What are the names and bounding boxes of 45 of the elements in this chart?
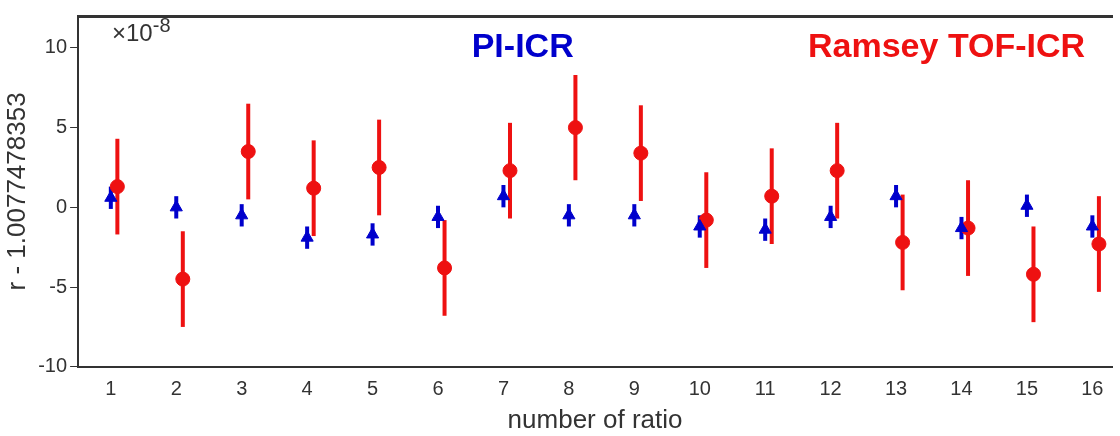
y-tick-label: -10 (38, 354, 68, 377)
text: PI-ICR (471, 26, 574, 65)
y-axis-title: r - 1.0077478353 (0, 92, 31, 291)
y-tick-label: 10 (44, 35, 68, 58)
y-tick-label: 0 (55, 194, 68, 217)
x-tick-label: 9 (628, 377, 640, 400)
point (567, 120, 583, 136)
point (306, 180, 322, 196)
x-tick-label: 12 (819, 377, 842, 400)
point (104, 190, 118, 202)
x-tick-label: 10 (688, 377, 711, 400)
point (758, 222, 772, 234)
annotation: ×10$^{-8}$ (112, 14, 171, 47)
point (764, 188, 780, 204)
x-tick-label: 6 (432, 377, 444, 400)
y-tick-label: 5 (55, 115, 68, 138)
point (1020, 198, 1034, 210)
y-tick-label: -5 (49, 274, 68, 297)
x-tick-label: 13 (884, 377, 908, 400)
point (633, 145, 649, 161)
point (300, 230, 314, 242)
x-tick-label: 3 (236, 377, 248, 400)
x-tick-label: 8 (563, 377, 575, 400)
x-tick-label: 7 (497, 377, 509, 400)
point (371, 159, 387, 175)
x-tick-label: 14 (950, 377, 973, 400)
point (1091, 236, 1107, 252)
point (829, 163, 845, 179)
x-tick-label: 1 (105, 377, 117, 400)
x-tick-label: 2 (170, 377, 182, 400)
point (895, 234, 911, 250)
x-tick-label: 5 (367, 377, 379, 400)
point (175, 271, 191, 287)
x-axis-title: number of ratio (507, 403, 683, 434)
point (693, 218, 707, 231)
point (1025, 266, 1041, 282)
x-tick-label: 11 (754, 377, 776, 400)
point (437, 260, 453, 276)
point (109, 179, 125, 195)
text: Ramsey TOF-ICR (808, 26, 1086, 65)
point (240, 144, 256, 160)
x-tick-label: 4 (301, 377, 313, 400)
x-tick-label: 15 (1015, 377, 1039, 400)
point (502, 163, 518, 179)
x-tick-label: 16 (1081, 377, 1104, 400)
